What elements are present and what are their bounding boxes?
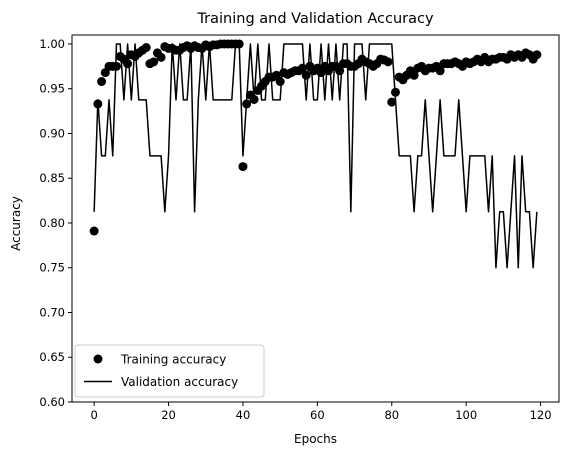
x-tick-label: 60 (310, 408, 325, 422)
axes-frame (71, 34, 560, 403)
y-tick-label: 0.95 (39, 82, 65, 96)
y-tick-label: 1.00 (39, 37, 65, 51)
plot-area (89, 39, 542, 269)
x-axis-label: Epochs (294, 432, 337, 446)
y-tick-label: 0.75 (39, 261, 65, 275)
x-tick-label: 120 (530, 408, 552, 422)
training-point (532, 50, 542, 60)
training-point (335, 66, 345, 76)
training-point (141, 43, 151, 53)
y-axis-label: Accuracy (9, 196, 23, 251)
x-tick-label: 20 (161, 408, 176, 422)
training-point (275, 77, 285, 87)
y-tick-label: 0.85 (39, 171, 65, 185)
legend-label-validation: Validation accuracy (121, 375, 238, 389)
legend: Training accuracy Validation accuracy (74, 344, 265, 398)
x-tick-label: 0 (90, 408, 97, 422)
training-point (409, 70, 419, 80)
training-point (93, 99, 103, 109)
training-point (156, 52, 166, 62)
y-tick-label: 0.65 (39, 350, 65, 364)
x-tick-label: 100 (455, 408, 477, 422)
x-axis: 0 20 40 60 80 100 120 (90, 402, 552, 422)
training-point (390, 87, 400, 97)
y-tick-label: 0.60 (39, 395, 65, 409)
training-point (89, 226, 99, 236)
training-point (242, 99, 252, 109)
validation-accuracy-line (93, 43, 538, 269)
training-point (234, 39, 244, 49)
training-point (435, 66, 445, 76)
training-point (383, 57, 393, 67)
y-axis: 0.60 0.65 0.70 0.75 0.80 0.85 0.90 0.95 1.00 (39, 37, 72, 409)
y-tick-label: 0.70 (39, 305, 65, 319)
training-point (97, 77, 107, 87)
legend-marker-training (93, 354, 103, 364)
legend-box (74, 344, 265, 398)
legend-label-training: Training accuracy (120, 353, 226, 367)
y-tick-label: 0.90 (39, 126, 65, 140)
training-point (238, 162, 248, 172)
x-tick-label: 80 (384, 408, 399, 422)
y-tick-label: 0.80 (39, 216, 65, 230)
training-point (297, 63, 307, 73)
training-point (123, 59, 133, 69)
training-point (149, 57, 159, 67)
training-point (249, 94, 259, 104)
training-point (111, 61, 121, 71)
x-tick-label: 40 (236, 408, 251, 422)
chart-title: Training and Validation Accuracy (196, 11, 434, 27)
training-point (301, 70, 311, 80)
training-point (387, 97, 397, 107)
